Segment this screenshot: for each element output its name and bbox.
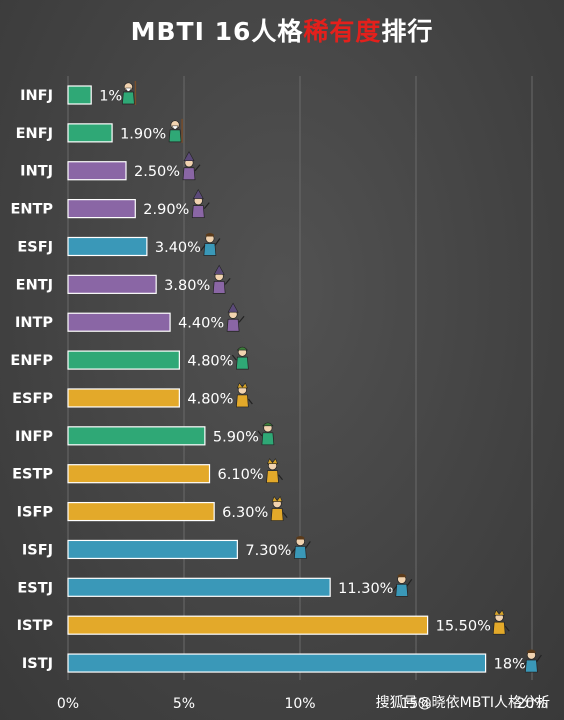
bar-intp	[67, 312, 171, 332]
bar-enfp	[67, 350, 180, 370]
cheer-figure-icon	[392, 573, 413, 597]
sage-figure-icon	[122, 81, 137, 105]
adventurer-figure-icon	[257, 422, 275, 446]
icons	[122, 81, 542, 673]
data-label: 4.80%	[187, 391, 233, 407]
labels: INFJ 1% ENFJ 1.90% INTJ 2.50% ENTP 2.90% ESFJ 3.4…	[10, 88, 525, 673]
y-category-label: ENTJ	[16, 277, 53, 293]
data-label: 4.40%	[178, 316, 224, 332]
bar-isfp	[67, 501, 215, 522]
bar-entj	[67, 274, 157, 294]
bars	[67, 85, 487, 673]
y-category-label: ISTP	[17, 618, 54, 634]
y-category-label: INTP	[15, 315, 53, 331]
sage-figure-icon	[168, 118, 183, 143]
cheer-figure-icon	[290, 535, 311, 559]
cheer-figure-icon	[521, 649, 542, 673]
y-category-label: ENTP	[10, 202, 53, 218]
y-category-label: ENFJ	[16, 126, 53, 142]
data-label: 4.80%	[187, 354, 233, 370]
y-category-label: ISFP	[17, 505, 54, 521]
cheer-figure-icon	[200, 232, 221, 256]
y-category-label: ESTJ	[17, 580, 53, 596]
wizard-figure-icon	[226, 302, 245, 332]
performer-figure-icon	[266, 458, 283, 484]
bar-istj	[67, 653, 487, 673]
x-axis-ticks: 0% 5% 10% 15% 20%	[57, 696, 548, 712]
bar-istp	[67, 615, 429, 635]
y-category-label: ISFJ	[22, 542, 53, 558]
bar-infp	[67, 426, 206, 446]
y-category-label: INTJ	[20, 164, 53, 180]
y-category-label: ESTP	[12, 467, 53, 483]
wizard-figure-icon	[212, 264, 231, 294]
data-label: 3.80%	[164, 278, 210, 294]
bar-intj	[67, 161, 127, 181]
bar-enfj	[67, 123, 113, 143]
wizard-figure-icon	[191, 188, 210, 218]
bar-entp	[67, 199, 136, 219]
title-highlight: 稀有度	[303, 17, 382, 46]
x-tick-label: 15%	[400, 696, 431, 712]
data-label: 11.30%	[338, 581, 393, 597]
chart-title: MBTI 16人格稀有度排行	[0, 12, 564, 48]
bar-estj	[67, 577, 331, 597]
bar-infj	[67, 85, 92, 105]
bar-esfp	[67, 388, 180, 408]
adventurer-figure-icon	[231, 346, 249, 370]
title-part-1: MBTI 16人格	[130, 17, 304, 46]
x-tick-label: 5%	[173, 696, 195, 712]
y-category-label: INFP	[15, 429, 53, 445]
data-label: 6.10%	[218, 467, 264, 483]
x-tick-label: 20%	[516, 696, 547, 712]
data-label: 1.90%	[120, 126, 166, 142]
data-label: 5.90%	[213, 429, 259, 445]
y-category-label: INFJ	[20, 88, 53, 104]
bar-estp	[67, 464, 211, 484]
title-part-2: 排行	[381, 17, 434, 46]
bar-isfj	[67, 539, 238, 560]
wizard-figure-icon	[182, 151, 201, 181]
performer-figure-icon	[235, 382, 253, 408]
data-label: 1%	[99, 89, 122, 105]
y-category-label: ENFP	[10, 353, 53, 369]
data-label: 6.30%	[222, 505, 268, 521]
data-label: 3.40%	[155, 240, 201, 256]
x-tick-label: 0%	[57, 696, 79, 712]
x-tick-label: 10%	[284, 696, 315, 712]
data-label: 18%	[494, 657, 526, 673]
bar-esfj	[67, 236, 148, 257]
data-label: 15.50%	[436, 619, 491, 635]
data-label: 7.30%	[245, 543, 291, 559]
data-label: 2.50%	[134, 164, 180, 180]
watermark: 搜狐号@晓依MBTI人格分析	[375, 695, 550, 711]
performer-figure-icon	[492, 609, 510, 635]
y-category-label: ISTJ	[22, 656, 53, 672]
y-category-label: ESFJ	[17, 239, 53, 255]
performer-figure-icon	[270, 495, 288, 521]
data-label: 2.90%	[143, 202, 189, 218]
y-category-label: ESFP	[12, 391, 53, 407]
